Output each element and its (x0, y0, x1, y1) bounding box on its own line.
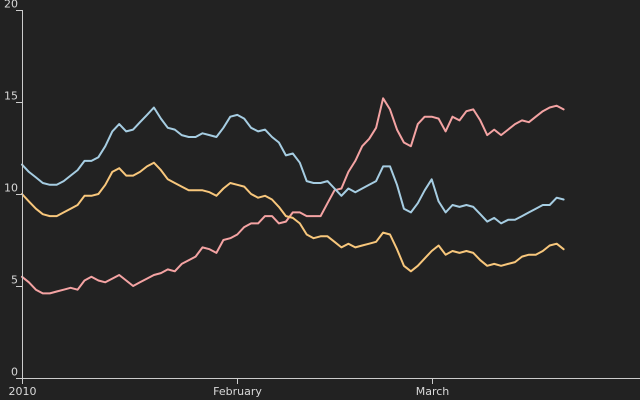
x-tick-label: February (213, 385, 262, 398)
y-tick-label: 20 (4, 0, 18, 11)
axes-layer: 0 5 10 15 20 2010 February March (4, 0, 640, 398)
y-tick-label: 10 (4, 182, 18, 195)
series-line-3 (21, 161, 565, 273)
y-tick-label: 5 (11, 274, 18, 287)
x-tick-label: March (416, 385, 450, 398)
x-tick-label: 2010 (9, 385, 37, 398)
series-line-2 (21, 106, 565, 225)
y-tick-label: 15 (4, 90, 18, 103)
series-line-1 (21, 97, 565, 295)
y-tick-label: 0 (11, 366, 18, 379)
series-layer (21, 97, 565, 295)
